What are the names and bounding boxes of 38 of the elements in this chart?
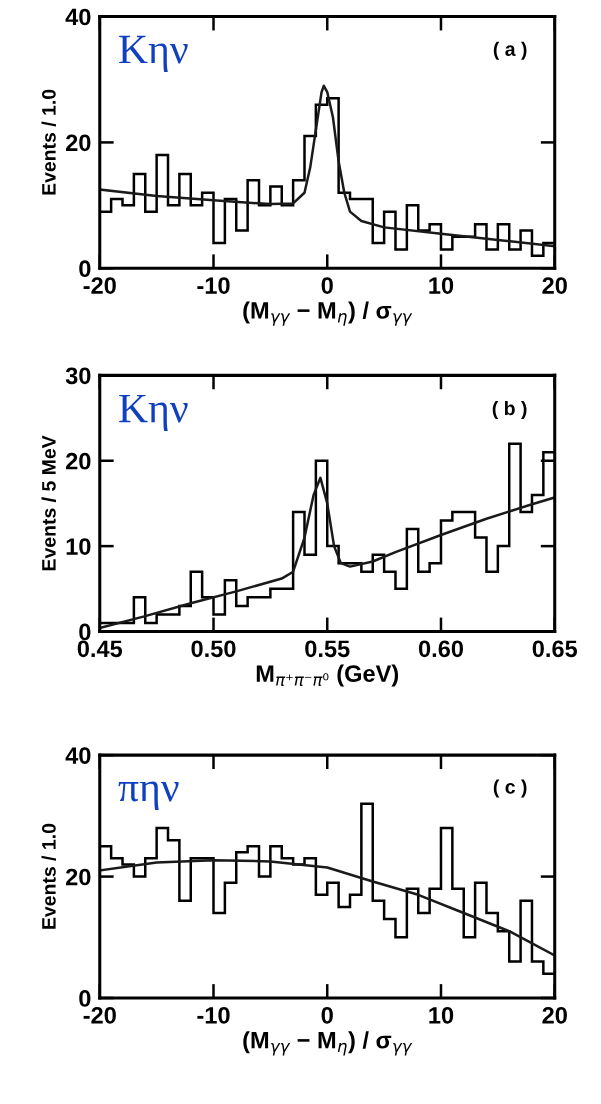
x-axis-title: (M$_{γγ}$ − M$_{η}$) / σ$_{γγ}$ bbox=[243, 1031, 413, 1056]
y-tick-label: 10 bbox=[66, 538, 91, 555]
x-tick-label: 20 bbox=[542, 1006, 567, 1024]
y-tick-label: 0 bbox=[79, 260, 91, 278]
annotation: ( c ) bbox=[493, 779, 527, 798]
line-series bbox=[99, 858, 555, 957]
x-tick-label: 0.60 bbox=[418, 640, 463, 658]
annotation: Kην bbox=[119, 35, 188, 72]
y-tick-label: 40 bbox=[65, 747, 91, 764]
x-tick-label: 0.50 bbox=[191, 640, 236, 658]
y-axis-title: Events / 1.0 bbox=[41, 823, 56, 929]
y-tick-label: 20 bbox=[65, 868, 91, 886]
annotation: ( a ) bbox=[493, 41, 527, 60]
x-axis-title: (M$_{γγ}$ − M$_{η}$) / σ$_{γγ}$ bbox=[243, 301, 413, 326]
x-tick-label: -20 bbox=[83, 1006, 116, 1024]
x-tick-label: 0 bbox=[321, 1006, 333, 1024]
y-axis-title: Events / 1.0 bbox=[41, 89, 56, 195]
x-tick-label: 0.55 bbox=[305, 640, 350, 658]
y-axis-title: Events / 5 MeV bbox=[41, 435, 56, 571]
y-tick-label: 30 bbox=[65, 367, 91, 385]
y-tick-label: 20 bbox=[65, 452, 91, 470]
x-axis-title: M$_{π⁺π⁻π⁰}$ (GeV) bbox=[256, 664, 399, 687]
x-tick-label: -20 bbox=[83, 277, 116, 294]
annotation: πην bbox=[118, 781, 179, 810]
y-tick-label: 40 bbox=[65, 8, 91, 26]
annotation: Kην bbox=[119, 394, 188, 432]
y-tick-label: 0 bbox=[79, 623, 91, 641]
x-tick-label: -10 bbox=[197, 1006, 230, 1024]
x-tick-label: 20 bbox=[542, 277, 567, 294]
x-tick-label: 0 bbox=[321, 277, 333, 294]
x-tick-label: 10 bbox=[429, 1006, 454, 1024]
annotation: ( b ) bbox=[492, 400, 527, 420]
y-tick-label: 0 bbox=[79, 990, 91, 1007]
x-tick-label: 0.65 bbox=[532, 640, 578, 658]
x-tick-label: 10 bbox=[429, 277, 454, 294]
x-tick-label: 0.45 bbox=[77, 640, 123, 658]
x-tick-label: -10 bbox=[197, 277, 230, 294]
y-tick-label: 20 bbox=[65, 134, 91, 152]
